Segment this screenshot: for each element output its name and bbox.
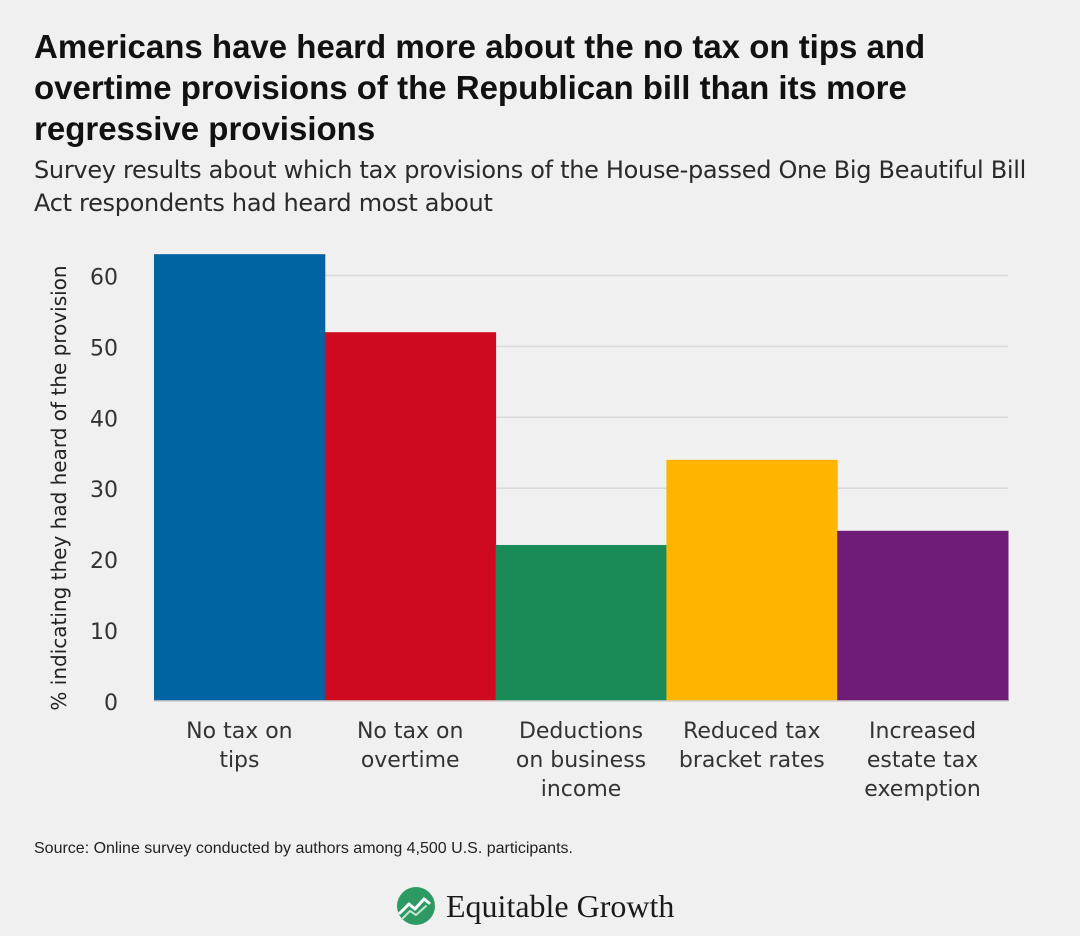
- bar: [495, 544, 667, 701]
- x-tick-label: Increased: [869, 719, 976, 744]
- x-tick-label: Deductions: [519, 719, 643, 744]
- x-tick-label: exemption: [864, 777, 981, 802]
- y-axis-title: % indicating they had heard of the provi…: [47, 265, 71, 710]
- bar-chart: 0 10 20 30 40 50 60 % indicating they had heard…: [47, 254, 1009, 802]
- y-tick-label: 60: [90, 265, 118, 290]
- x-tick-label: income: [541, 777, 622, 802]
- chart-subtitle: Survey results about which tax provision…: [34, 156, 1027, 217]
- x-tick-label: bracket rates: [679, 748, 825, 773]
- y-tick-label: 40: [90, 407, 118, 432]
- y-tick-label: 20: [90, 549, 118, 574]
- chart-title: Americans have heard more about the no t…: [34, 28, 926, 147]
- logo-text: Equitable Growth: [446, 887, 675, 924]
- bar: [154, 254, 326, 701]
- x-tick-label: No tax on: [357, 719, 463, 744]
- x-tick-label: No tax on: [186, 719, 292, 744]
- equitable-growth-logo: Equitable Growth: [396, 884, 674, 928]
- bar: [837, 530, 1009, 701]
- x-tick-label: estate tax: [867, 748, 978, 773]
- source-note: Source: Online survey conducted by autho…: [34, 840, 573, 857]
- x-tick-label: tips: [219, 748, 259, 773]
- x-tick-label: on business: [516, 748, 646, 773]
- y-tick-label: 30: [90, 478, 118, 503]
- bar: [324, 332, 497, 701]
- y-tick-label: 10: [90, 620, 118, 645]
- x-tick-label: Reduced tax: [683, 719, 820, 744]
- bar: [666, 459, 838, 701]
- y-tick-label: 50: [90, 336, 118, 361]
- y-tick-label: 0: [104, 691, 118, 716]
- x-tick-label: overtime: [361, 748, 460, 773]
- growth-leaf-icon: [397, 887, 435, 925]
